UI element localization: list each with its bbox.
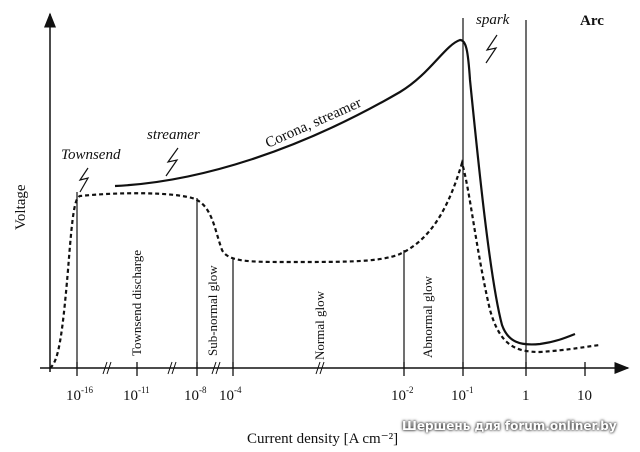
streamer-annotation: streamer	[147, 127, 200, 143]
arc-annotation: Arc	[580, 13, 604, 29]
tick-label: 10-2	[391, 385, 414, 404]
x-tick-labels: 10-16 10-11 10-8 10-4 10-2 10-1 1 10	[66, 385, 592, 404]
townsend-lightning-icon	[78, 167, 90, 193]
tick-label: 10-16	[66, 385, 93, 404]
glow-discharge-curve	[49, 159, 601, 369]
x-axis-label: Current density [A cm⁻²]	[247, 431, 398, 447]
corona-streamer-curve	[114, 38, 576, 346]
corona-streamer-annotation: Corona, streamer	[263, 95, 364, 152]
axis-break-marks	[102, 361, 325, 375]
townsend-annotation: Townsend	[61, 147, 121, 163]
y-axis-label: Voltage	[13, 184, 29, 230]
lightning-icons	[78, 34, 498, 193]
streamer-lightning-icon	[165, 147, 179, 177]
region-boundaries	[76, 18, 527, 368]
tick-label: 10-11	[123, 385, 150, 404]
subnormal-glow-label: Sub-normal glow	[205, 265, 220, 356]
normal-glow-label: Normal glow	[312, 290, 327, 360]
townsend-discharge-label: Townsend discharge	[129, 250, 144, 356]
tick-label: 10-4	[219, 385, 242, 404]
watermark: Шершень для forum.onliner.by	[402, 419, 617, 433]
abnormal-glow-label: Abnormal glow	[420, 275, 435, 358]
spark-annotation: spark	[476, 12, 510, 28]
tick-label: 1	[522, 388, 530, 404]
tick-label: 10-8	[184, 385, 207, 404]
tick-label: 10	[577, 388, 592, 404]
x-ticks	[76, 362, 586, 376]
spark-lightning-icon	[485, 34, 498, 64]
tick-label: 10-1	[451, 385, 474, 404]
